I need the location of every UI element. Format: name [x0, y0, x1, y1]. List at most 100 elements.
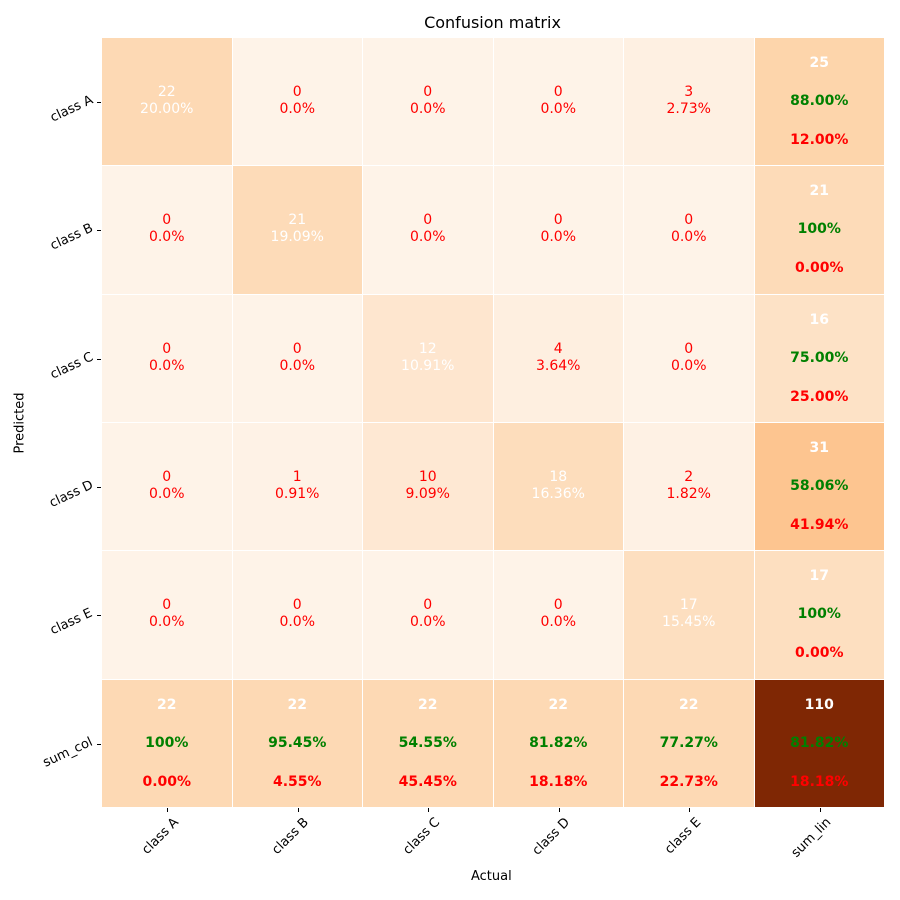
- cell-label: 58.06%: [790, 477, 849, 494]
- cell-label: 0.00%: [794, 645, 844, 662]
- cell-label: 100%: [797, 606, 841, 623]
- heatmap-cell: 0 0.0%: [102, 422, 233, 552]
- y-tick-label: class C: [47, 349, 96, 383]
- heatmap-cell: 17 15.45%: [624, 551, 755, 680]
- chart-title: Confusion matrix: [424, 13, 561, 32]
- cell-label: 0: [162, 340, 172, 357]
- cell-label: 0.0%: [540, 229, 577, 246]
- heatmap-cell: 25 88.00% 12.00%: [754, 38, 885, 167]
- cell-label: 0.0%: [148, 229, 185, 246]
- cell-label: 0.0%: [279, 101, 316, 117]
- cell-label: 18: [549, 468, 568, 485]
- cell-label: 0.0%: [148, 357, 185, 374]
- cell-label: 3: [684, 84, 694, 100]
- cell-label: 0.0%: [540, 101, 577, 117]
- cell-label: 0: [162, 212, 172, 229]
- cell-label: 22: [157, 696, 177, 713]
- cell-label: 21: [288, 212, 307, 229]
- heatmap-cell: 22 100% 0.00%: [102, 679, 233, 808]
- cell-label: 0: [423, 597, 433, 614]
- heatmap-cell: 22 20.00%: [102, 38, 233, 167]
- y-tick: [97, 487, 101, 489]
- cell-label: 0: [553, 597, 563, 614]
- cell-label: 0: [553, 84, 563, 100]
- cell-label: 25: [809, 55, 829, 71]
- cell-label: 0: [162, 468, 172, 485]
- y-axis-title: Predicted: [12, 392, 28, 454]
- x-tick-label: sum_lin: [788, 815, 835, 861]
- x-tick-label: class E: [661, 815, 704, 858]
- y-tick: [97, 615, 101, 617]
- cell-label: 95.45%: [268, 734, 327, 751]
- cell-label: 22: [418, 696, 438, 713]
- cell-label: 1.82%: [666, 485, 711, 502]
- cell-label: 19.09%: [270, 229, 324, 246]
- cell-label: 0.0%: [540, 614, 577, 631]
- cell-label: 12.00%: [790, 132, 849, 148]
- x-tick: [689, 808, 691, 812]
- y-tick: [97, 230, 101, 232]
- y-tick: [97, 743, 101, 745]
- y-tick-label: class A: [47, 92, 96, 126]
- y-tick-label: class B: [47, 221, 96, 254]
- cell-label: 20.00%: [140, 101, 194, 117]
- cell-label: 0: [292, 597, 302, 614]
- cell-label: 18.18%: [790, 773, 849, 790]
- cell-label: 81.82%: [529, 734, 588, 751]
- cell-label: 3.64%: [536, 357, 581, 374]
- cell-label: 77.27%: [659, 734, 718, 751]
- cell-label: 41.94%: [790, 516, 849, 533]
- heatmap-cell: 17 100% 0.00%: [754, 551, 885, 680]
- cell-label: 88.00%: [790, 93, 849, 109]
- cell-label: 0: [292, 84, 302, 100]
- heatmap-cell: 22 77.27% 22.73%: [624, 679, 755, 808]
- heatmap-cell: 0 0.0%: [493, 38, 624, 167]
- cell-label: 0: [423, 212, 433, 229]
- heatmap-cell: 22 54.55% 45.45%: [363, 679, 494, 808]
- cell-label: 54.55%: [398, 734, 457, 751]
- cell-label: 45.45%: [398, 773, 457, 790]
- cell-label: 16: [809, 311, 829, 328]
- cell-label: 2: [684, 468, 694, 485]
- cell-label: 16.36%: [531, 485, 585, 502]
- heatmap-cell: 4 3.64%: [493, 294, 624, 423]
- x-tick: [819, 808, 821, 812]
- cell-label: 25.00%: [790, 388, 849, 405]
- cell-label: 4: [553, 340, 563, 357]
- cell-label: 0.0%: [670, 229, 707, 246]
- cell-label: 0: [684, 340, 694, 357]
- cell-label: 0.00%: [794, 260, 844, 277]
- y-tick: [97, 358, 101, 360]
- heatmap-cell: 0 0.0%: [493, 166, 624, 295]
- x-tick-label: class C: [400, 815, 443, 858]
- x-axis-title: Actual: [471, 869, 512, 884]
- cell-label: 2.73%: [666, 101, 711, 117]
- cell-label: 17: [679, 597, 698, 614]
- cell-label: 22: [548, 696, 568, 713]
- heatmap-cell: 0 0.0%: [232, 294, 363, 423]
- cell-label: 0.0%: [148, 614, 185, 631]
- heatmap-cell: 22 95.45% 4.55%: [232, 679, 363, 808]
- heatmap-cell: 18 16.36%: [493, 422, 624, 552]
- cell-label: 0.0%: [279, 357, 316, 374]
- x-tick: [558, 808, 560, 812]
- cell-label: 81.82%: [790, 734, 849, 751]
- cell-label: 0: [684, 212, 694, 229]
- cell-label: 22: [157, 84, 176, 100]
- heatmap-cell: 0 0.0%: [102, 166, 233, 295]
- x-tick-label: class B: [269, 815, 313, 858]
- cell-label: 0.0%: [409, 229, 446, 246]
- cell-label: 10: [418, 468, 437, 485]
- heatmap-cell: 0 0.0%: [493, 551, 624, 680]
- heatmap-cell: 22 81.82% 18.18%: [493, 679, 624, 808]
- heatmap-cell: 10 9.09%: [363, 422, 494, 552]
- cell-label: 0.0%: [409, 101, 446, 117]
- y-tick: [97, 102, 101, 104]
- x-tick-label: class A: [139, 815, 182, 858]
- heatmap-cell: 0 0.0%: [232, 551, 363, 680]
- heatmap-cell: 0 0.0%: [232, 38, 363, 167]
- x-tick: [428, 808, 430, 812]
- cell-label: 0: [292, 340, 302, 357]
- y-tick-label: class D: [46, 477, 96, 512]
